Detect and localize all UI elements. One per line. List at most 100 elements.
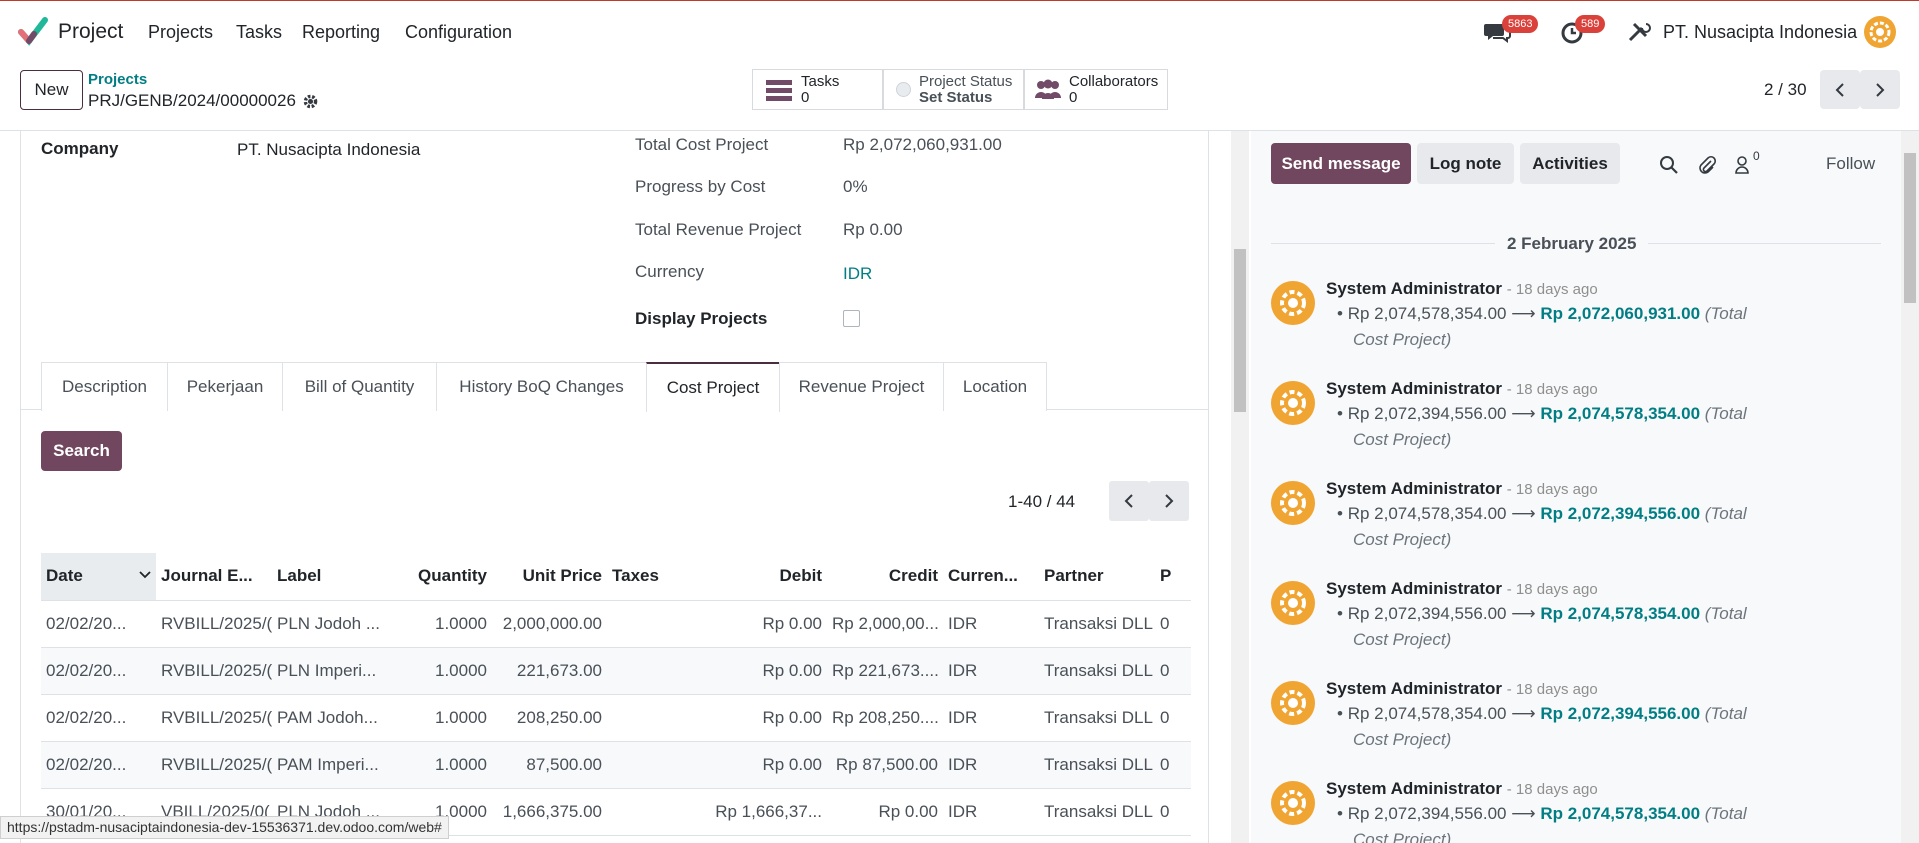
log-note-button[interactable]: Log note bbox=[1417, 143, 1514, 184]
column-header-label[interactable]: Label bbox=[272, 553, 392, 601]
system-admin-avatar[interactable] bbox=[1271, 781, 1315, 825]
progress-cost-label: Progress by Cost bbox=[635, 177, 766, 196]
company-switcher[interactable]: PT. Nusacipta Indonesia bbox=[1663, 22, 1858, 42]
column-header-journal-entry[interactable]: Journal E... bbox=[156, 553, 272, 601]
main-navbar: Project Projects Tasks Reporting Configu… bbox=[0, 1, 1919, 60]
menu-tasks[interactable]: Tasks bbox=[236, 22, 283, 42]
cell-journal-entry-link[interactable]: RVBILL/2025/( bbox=[156, 694, 272, 742]
cell-credit: Rp 0.00 bbox=[827, 788, 943, 836]
tracked-field-name-cont: Cost Project) bbox=[1353, 330, 1452, 349]
lines-pager-value[interactable]: 1-40 / 44 bbox=[1008, 492, 1076, 511]
system-admin-avatar[interactable] bbox=[1271, 281, 1315, 325]
message-author[interactable]: System Administrator bbox=[1326, 279, 1503, 298]
cell-journal-entry-link[interactable]: RVBILL/2025/( bbox=[156, 741, 272, 789]
column-header-date[interactable]: Date bbox=[41, 553, 156, 601]
record-pager-value[interactable]: 2 / 30 bbox=[1764, 80, 1807, 99]
app-name[interactable]: Project bbox=[58, 20, 124, 43]
breadcrumb-current-record: PRJ/GENB/2024/00000026 bbox=[88, 91, 296, 110]
user-avatar[interactable] bbox=[1864, 16, 1896, 48]
old-value: Rp 2,074,578,354.00 bbox=[1347, 704, 1507, 723]
tab-description[interactable]: Description bbox=[41, 362, 168, 411]
table-row[interactable]: 02/02/20... RVBILL/2025/( PLN Jodoh ... … bbox=[41, 600, 1191, 648]
message-time: - 18 days ago bbox=[1506, 281, 1598, 298]
search-button[interactable]: Search bbox=[41, 431, 122, 471]
message-author[interactable]: System Administrator bbox=[1326, 479, 1503, 498]
new-value: Rp 2,074,578,354.00 bbox=[1540, 804, 1701, 823]
cell-journal-entry-link[interactable]: RVBILL/2025/( bbox=[156, 647, 272, 695]
column-header-p[interactable]: P bbox=[1155, 553, 1191, 601]
cell-taxes bbox=[607, 600, 697, 648]
cell-label: PLN Imperi... bbox=[272, 647, 392, 695]
breadcrumb-projects-link[interactable]: Projects bbox=[88, 71, 148, 88]
table-row[interactable]: 02/02/20... RVBILL/2025/( PAM Imperi... … bbox=[41, 741, 1191, 789]
debug-tools-icon[interactable] bbox=[1624, 18, 1652, 46]
cell-label: PAM Imperi... bbox=[272, 741, 392, 789]
cell-quantity: 1.0000 bbox=[392, 694, 492, 742]
app-logo-icon[interactable] bbox=[18, 16, 48, 46]
message-author[interactable]: System Administrator bbox=[1326, 679, 1503, 698]
page-scrollbar[interactable] bbox=[1901, 131, 1919, 843]
form-scrollbar[interactable] bbox=[1231, 131, 1249, 843]
tab-pekerjaan[interactable]: Pekerjaan bbox=[167, 362, 283, 411]
tasks-list-icon bbox=[766, 79, 792, 101]
total-revenue-value: Rp 0.00 bbox=[843, 220, 903, 239]
form-scrollbar-thumb[interactable] bbox=[1234, 249, 1246, 412]
tab-revenue-project[interactable]: Revenue Project bbox=[779, 362, 944, 411]
column-header-partner[interactable]: Partner bbox=[1039, 553, 1155, 601]
column-header-quantity[interactable]: Quantity bbox=[392, 553, 492, 601]
record-actions-gear-icon[interactable] bbox=[302, 93, 319, 110]
display-projects-checkbox[interactable] bbox=[843, 310, 860, 327]
message-author[interactable]: System Administrator bbox=[1326, 579, 1503, 598]
message-time: - 18 days ago bbox=[1506, 381, 1598, 398]
progress-cost-value: 0% bbox=[843, 177, 868, 196]
smart-button-collaborators[interactable]: Collaborators 0 bbox=[1024, 69, 1168, 110]
currency-link[interactable]: IDR bbox=[843, 264, 873, 283]
cell-credit: Rp 221,673.... bbox=[827, 647, 943, 695]
cell-journal-entry-link[interactable]: RVBILL/2025/( bbox=[156, 600, 272, 648]
column-header-debit[interactable]: Debit bbox=[697, 553, 827, 601]
system-admin-avatar[interactable] bbox=[1271, 381, 1315, 425]
tracked-field-name-cont: Cost Project) bbox=[1353, 730, 1452, 749]
column-header-taxes[interactable]: Taxes bbox=[607, 553, 697, 601]
company-field[interactable]: PT. Nusacipta Indonesia bbox=[237, 140, 421, 159]
system-admin-avatar[interactable] bbox=[1271, 681, 1315, 725]
paperclip-icon[interactable] bbox=[1697, 155, 1717, 175]
tracked-field-name: (Total bbox=[1704, 604, 1747, 623]
follow-button[interactable]: Follow bbox=[1826, 154, 1876, 173]
activity-clock-icon[interactable] bbox=[1559, 18, 1587, 46]
new-record-button[interactable]: New bbox=[20, 70, 83, 110]
table-row[interactable]: 02/02/20... RVBILL/2025/( PLN Imperi... … bbox=[41, 647, 1191, 695]
tasks-label: Tasks bbox=[801, 72, 840, 90]
cell-unit-price: 208,250.00 bbox=[492, 694, 607, 742]
smart-button-tasks[interactable]: Tasks 0 bbox=[752, 69, 883, 110]
tab-cost-project[interactable]: Cost Project bbox=[646, 362, 780, 412]
menu-projects[interactable]: Projects bbox=[148, 22, 214, 42]
column-header-unit-price[interactable]: Unit Price bbox=[492, 553, 607, 601]
tab-bill-of-quantity[interactable]: Bill of Quantity bbox=[282, 362, 437, 411]
message-author[interactable]: System Administrator bbox=[1326, 779, 1503, 798]
activities-button[interactable]: Activities bbox=[1520, 143, 1620, 184]
followers-user-icon[interactable] bbox=[1734, 155, 1754, 175]
lines-pager-previous-button[interactable] bbox=[1109, 481, 1149, 521]
pager-next-button[interactable] bbox=[1860, 70, 1900, 109]
pager-previous-button[interactable] bbox=[1820, 70, 1860, 109]
send-message-button[interactable]: Send message bbox=[1271, 143, 1411, 184]
menu-reporting[interactable]: Reporting bbox=[302, 22, 381, 42]
search-icon[interactable] bbox=[1659, 155, 1679, 175]
tracking-value-line: • Rp 2,072,394,556.00 ⟶ Rp 2,074,578,354… bbox=[1337, 604, 1747, 623]
page-scrollbar-thumb[interactable] bbox=[1904, 153, 1916, 303]
table-row[interactable]: 02/02/20... RVBILL/2025/( PAM Jodoh... 1… bbox=[41, 694, 1191, 742]
column-header-currency[interactable]: Curren... bbox=[943, 553, 1039, 601]
system-admin-avatar[interactable] bbox=[1271, 481, 1315, 525]
smart-button-project-status[interactable]: Project Status Set Status bbox=[883, 69, 1024, 110]
message-author[interactable]: System Administrator bbox=[1326, 379, 1503, 398]
old-value: Rp 2,072,394,556.00 bbox=[1347, 404, 1507, 423]
cell-debit: Rp 0.00 bbox=[697, 741, 827, 789]
menu-configuration[interactable]: Configuration bbox=[405, 22, 513, 42]
lines-pager-next-button[interactable] bbox=[1149, 481, 1189, 521]
system-admin-avatar[interactable] bbox=[1271, 581, 1315, 625]
tab-history-boq-changes[interactable]: History BoQ Changes bbox=[436, 362, 647, 411]
column-header-credit[interactable]: Credit bbox=[827, 553, 943, 601]
cost-lines-table: Date Journal E... Label Quantity Unit Pr… bbox=[41, 553, 1191, 836]
tab-location[interactable]: Location bbox=[943, 362, 1047, 411]
